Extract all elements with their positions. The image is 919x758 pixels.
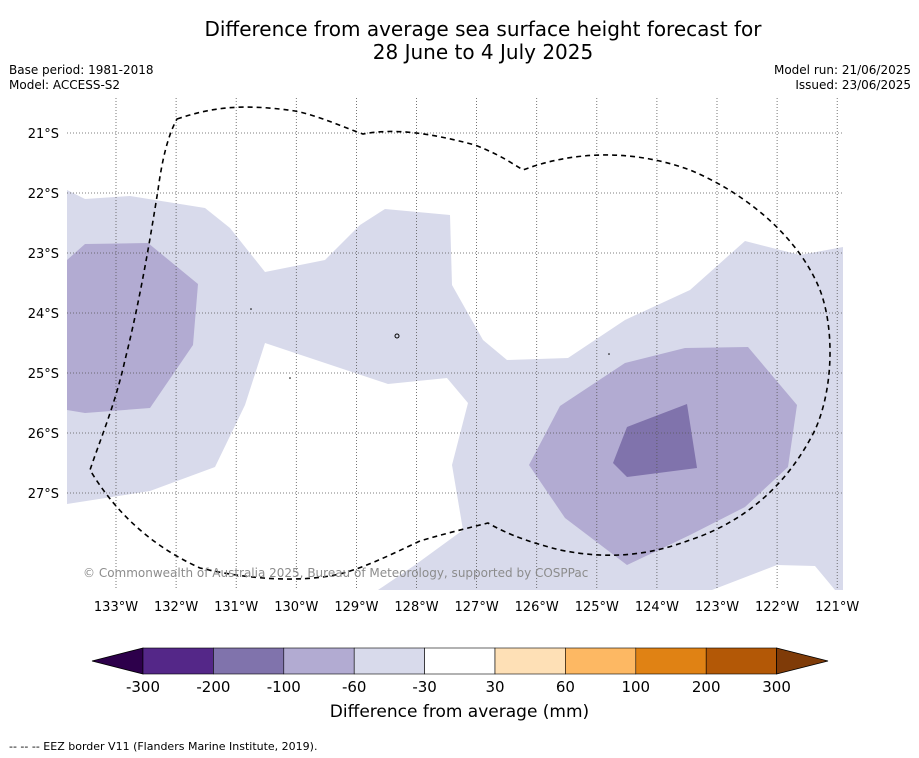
lat-tick-label: 26°S: [28, 427, 59, 442]
lon-tick-label: 125°W: [575, 600, 619, 615]
colorbar-segment: [635, 647, 707, 675]
metadata-right: Model run: 21/06/2025 Issued: 23/06/2025: [774, 63, 911, 93]
lon-tick-label: 131°W: [214, 600, 258, 615]
island-mark: [394, 333, 400, 339]
eez-legend-note: -- -- -- EEZ border V11 (Flanders Marine…: [9, 740, 318, 753]
latitude-labels: 21°S 22°S 23°S 24°S 25°S 26°S 27°S: [28, 127, 59, 502]
colorbar-tick-label: -60: [342, 678, 367, 696]
island-mark: [289, 377, 291, 379]
island-mark: [608, 353, 610, 355]
colorbar-segment: [353, 647, 425, 675]
lat-tick-label: 24°S: [28, 307, 59, 322]
lon-tick-label: 122°W: [755, 600, 799, 615]
title-line-1: Difference from average sea surface heig…: [204, 17, 762, 41]
colorbar-segment: [494, 647, 566, 675]
longitude-labels: 133°W 132°W 131°W 130°W 129°W 128°W 127°W 126°W…: [94, 600, 860, 615]
lat-tick-label: 23°S: [28, 247, 59, 262]
map-area: [67, 98, 843, 590]
contour-dark-purple: [613, 404, 697, 477]
lon-tick-label: 126°W: [515, 600, 559, 615]
colorbar-tick-label: 60: [556, 678, 575, 696]
lat-tick-label: 25°S: [28, 367, 59, 382]
colorbar-segment: [705, 647, 777, 675]
lat-tick-label: 21°S: [28, 127, 59, 142]
lon-tick-label: 133°W: [94, 600, 138, 615]
colorbar-over-arrow: [776, 647, 829, 675]
base-period: Base period: 1981-2018: [9, 63, 154, 77]
lat-tick-label: 27°S: [28, 487, 59, 502]
colorbar: -300 -200 -100 -60 -30 30 60 100 200 300: [91, 647, 829, 696]
colorbar-tick-label: -300: [126, 678, 160, 696]
colorbar-label: Difference from average (mm): [329, 702, 590, 722]
lon-tick-label: 130°W: [274, 600, 318, 615]
title-line-2: 28 June to 4 July 2025: [372, 40, 594, 64]
metadata-left: Base period: 1981-2018 Model: ACCESS-S2: [9, 63, 154, 93]
colorbar-under-arrow: [91, 647, 144, 675]
lon-tick-label: 132°W: [154, 600, 198, 615]
colorbar-segment: [424, 647, 496, 675]
colorbar-tick-label: -30: [412, 678, 437, 696]
colorbar-tick-label: -100: [267, 678, 301, 696]
graticule: [67, 98, 843, 590]
lon-tick-label: 127°W: [455, 600, 499, 615]
lon-tick-label: 128°W: [394, 600, 438, 615]
map-title: Difference from average sea surface heig…: [0, 18, 919, 64]
issued-date: Issued: 23/06/2025: [795, 78, 911, 92]
colorbar-segment: [565, 647, 637, 675]
copyright-notice: © Commonwealth of Australia 2025, Bureau…: [83, 566, 588, 580]
eez-border: [89, 106, 831, 580]
lon-tick-label: 124°W: [635, 600, 679, 615]
colorbar-segment: [213, 647, 285, 675]
model-name: Model: ACCESS-S2: [9, 78, 121, 92]
lat-tick-label: 22°S: [28, 187, 59, 202]
colorbar-segment: [283, 647, 355, 675]
colorbar-tick-label: 300: [762, 678, 791, 696]
lon-tick-label: 129°W: [334, 600, 378, 615]
colorbar-segment: [142, 647, 214, 675]
lon-tick-label: 123°W: [695, 600, 739, 615]
colorbar-tick-label: 100: [621, 678, 650, 696]
colorbar-tick-label: -200: [196, 678, 230, 696]
model-run: Model run: 21/06/2025: [773, 63, 911, 77]
colorbar-tick-label: 30: [485, 678, 504, 696]
island-mark: [250, 308, 252, 310]
lon-tick-label: 121°W: [815, 600, 859, 615]
colorbar-tick-label: 200: [692, 678, 721, 696]
